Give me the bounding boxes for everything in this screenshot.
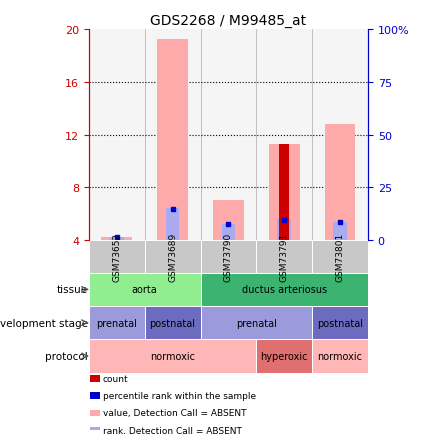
Bar — [256, 339, 312, 373]
Text: postnatal: postnatal — [150, 318, 195, 328]
Bar — [89, 306, 145, 339]
Bar — [145, 306, 201, 339]
Bar — [269, 145, 299, 240]
Bar — [90, 427, 100, 434]
Bar — [277, 220, 291, 240]
Text: GSM73652: GSM73652 — [112, 232, 121, 281]
Text: GSM73689: GSM73689 — [168, 232, 177, 281]
Bar — [89, 240, 145, 273]
Bar — [201, 240, 256, 273]
Bar — [256, 240, 312, 273]
Title: GDS2268 / M99485_at: GDS2268 / M99485_at — [150, 14, 307, 28]
Text: GSM73790: GSM73790 — [224, 232, 233, 281]
Text: count: count — [103, 374, 129, 383]
Bar — [102, 238, 132, 240]
Bar — [312, 339, 368, 373]
Bar — [213, 201, 244, 240]
Bar — [201, 273, 368, 306]
Text: aorta: aorta — [132, 285, 157, 295]
Bar — [166, 209, 179, 240]
Bar — [222, 224, 235, 240]
Text: prenatal: prenatal — [236, 318, 277, 328]
Text: value, Detection Call = ABSENT: value, Detection Call = ABSENT — [103, 408, 246, 418]
Bar — [145, 240, 201, 273]
Bar — [89, 339, 256, 373]
Bar — [90, 375, 100, 382]
Bar — [325, 125, 355, 240]
Text: normoxic: normoxic — [150, 351, 195, 361]
Text: rank, Detection Call = ABSENT: rank, Detection Call = ABSENT — [103, 426, 242, 434]
Bar — [90, 392, 100, 399]
Text: normoxic: normoxic — [318, 351, 363, 361]
Bar — [279, 145, 289, 240]
Bar — [201, 306, 312, 339]
Bar — [89, 273, 201, 306]
Text: prenatal: prenatal — [96, 318, 137, 328]
Text: percentile rank within the sample: percentile rank within the sample — [103, 391, 256, 400]
Text: GSM73801: GSM73801 — [335, 232, 345, 281]
Text: GSM73791: GSM73791 — [280, 232, 289, 281]
Text: tissue: tissue — [57, 285, 88, 295]
Bar — [90, 410, 100, 416]
Bar — [157, 39, 188, 240]
Text: ductus arteriosus: ductus arteriosus — [242, 285, 327, 295]
Text: development stage: development stage — [0, 318, 88, 328]
Bar — [312, 306, 368, 339]
Text: hyperoxic: hyperoxic — [261, 351, 308, 361]
Bar — [110, 237, 124, 240]
Text: postnatal: postnatal — [317, 318, 363, 328]
Bar — [333, 222, 347, 240]
Bar — [312, 240, 368, 273]
Text: protocol: protocol — [45, 351, 88, 361]
